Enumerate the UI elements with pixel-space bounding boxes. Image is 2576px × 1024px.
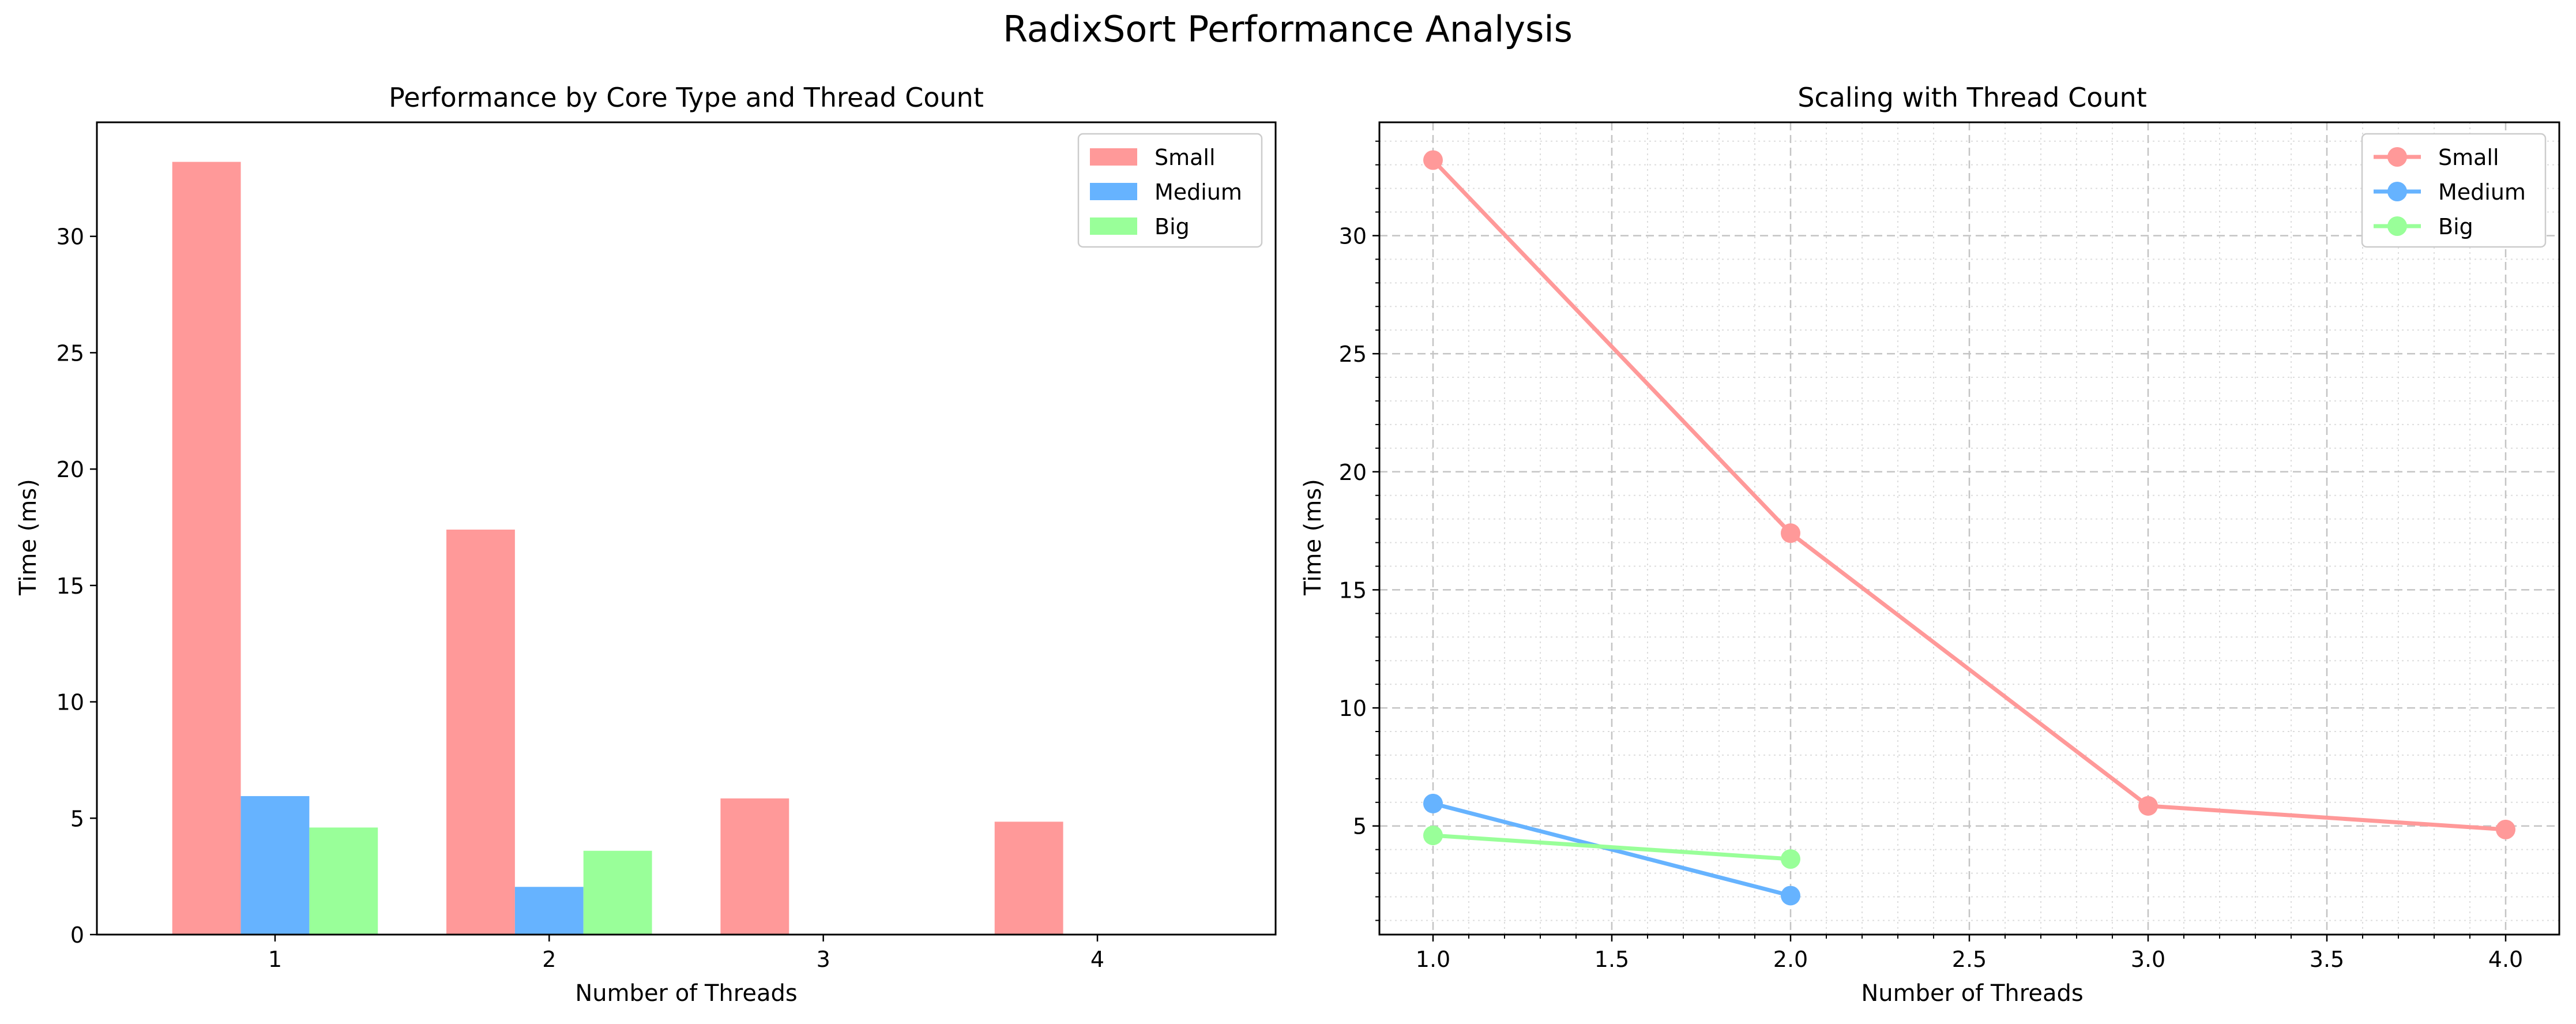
- line-chart-legend: [2361, 133, 2547, 248]
- line-chart-title: Scaling with Thread Count: [1797, 82, 2147, 113]
- bar-chart-ytick-label: 10: [57, 690, 84, 715]
- bar-chart-ylabel: Time (ms): [15, 479, 42, 596]
- bar-small-2: [446, 530, 515, 935]
- figure-suptitle: RadixSort Performance Analysis: [1003, 8, 1573, 50]
- bar-chart-xtick-label: 1: [268, 947, 282, 972]
- line-chart-legend-marker-medium: [2387, 182, 2407, 201]
- line-chart-ytick-label: 20: [1339, 460, 1367, 485]
- bar-medium-2: [514, 887, 584, 935]
- bar-chart-title: Performance by Core Type and Thread Coun…: [389, 82, 984, 113]
- bar-chart-xlabel: Number of Threads: [575, 980, 797, 1007]
- bar-chart-ytick-label: 25: [57, 340, 84, 366]
- line-chart-ytick-label: 15: [1339, 577, 1367, 603]
- line-chart-legend-label-small: Small: [2438, 145, 2499, 170]
- line-chart-ytick-label: 5: [1353, 814, 1367, 839]
- bar-chart-frame: [96, 121, 1277, 936]
- bar-chart-legend-swatch-small: [1090, 148, 1137, 166]
- line-chart-ytick-label: 10: [1339, 696, 1367, 721]
- line-chart-xtick-label: 4.0: [2488, 947, 2523, 972]
- line-chart-xtick-label: 1.0: [1416, 947, 1450, 972]
- line-series-small: [1431, 157, 2508, 832]
- bar-chart-legend-swatch-big: [1090, 217, 1137, 235]
- line-chart-legend-label-big: Big: [2438, 214, 2473, 239]
- line-series-medium: [1431, 801, 1793, 898]
- line-chart-ytick-label: 25: [1339, 342, 1367, 367]
- line-point-small: [1781, 523, 1800, 543]
- line-chart-legend-marker-small: [2387, 147, 2407, 167]
- line-point-medium: [1423, 793, 1443, 813]
- line-point-big: [1781, 849, 1800, 869]
- line-series-big: [1431, 833, 1793, 861]
- line-chart-xtick-label: 2.5: [1952, 947, 1987, 972]
- line-chart-xtick-label: 3.0: [2131, 947, 2165, 972]
- line-chart-xlabel: Number of Threads: [1861, 980, 2083, 1007]
- bar-chart-ytick-label: 20: [57, 457, 84, 482]
- bar-chart-legend-label-small: Small: [1155, 145, 1216, 170]
- bar-chart-ytick-label: 30: [57, 224, 84, 250]
- bar-chart-ytick-label: 5: [70, 806, 84, 831]
- bar-big-2: [583, 850, 652, 935]
- bar-medium-1: [240, 796, 310, 935]
- line-chart-xtick-label: 3.5: [2310, 947, 2344, 972]
- bar-small-1: [172, 162, 241, 935]
- bar-small-4: [994, 822, 1063, 935]
- line-point-small: [2496, 819, 2515, 839]
- bar-chart-ytick-label: 15: [57, 573, 84, 599]
- line-point-big: [1423, 826, 1443, 846]
- line-chart: Scaling with Thread Count Number of Thre…: [1300, 82, 2560, 1007]
- line-chart-ylabel: Time (ms): [1300, 479, 1326, 596]
- bar-chart-legend-swatch-medium: [1090, 183, 1137, 200]
- bar-chart-xtick-label: 4: [1090, 947, 1104, 972]
- bar-chart: Performance by Core Type and Thread Coun…: [15, 82, 1277, 1007]
- bar-chart-legend-label-big: Big: [1155, 214, 1190, 239]
- bar-chart-xtick-label: 2: [542, 947, 556, 972]
- bar-chart-legend-label-medium: Medium: [1155, 179, 1242, 205]
- line-chart-legend-marker-big: [2387, 216, 2407, 236]
- line-chart-xtick-label: 2.0: [1773, 947, 1808, 972]
- bar-big-1: [309, 827, 378, 935]
- line-chart-xtick-label: 1.5: [1595, 947, 1629, 972]
- line-point-small: [1423, 150, 1443, 170]
- line-chart-ytick-label: 30: [1339, 223, 1367, 249]
- bar-chart-ytick-label: 0: [70, 922, 84, 948]
- line-point-medium: [1781, 886, 1800, 906]
- bar-small-3: [720, 798, 789, 935]
- line-chart-legend-label-medium: Medium: [2438, 179, 2526, 205]
- line-point-small: [2138, 796, 2158, 816]
- bar-chart-xtick-label: 3: [817, 947, 830, 972]
